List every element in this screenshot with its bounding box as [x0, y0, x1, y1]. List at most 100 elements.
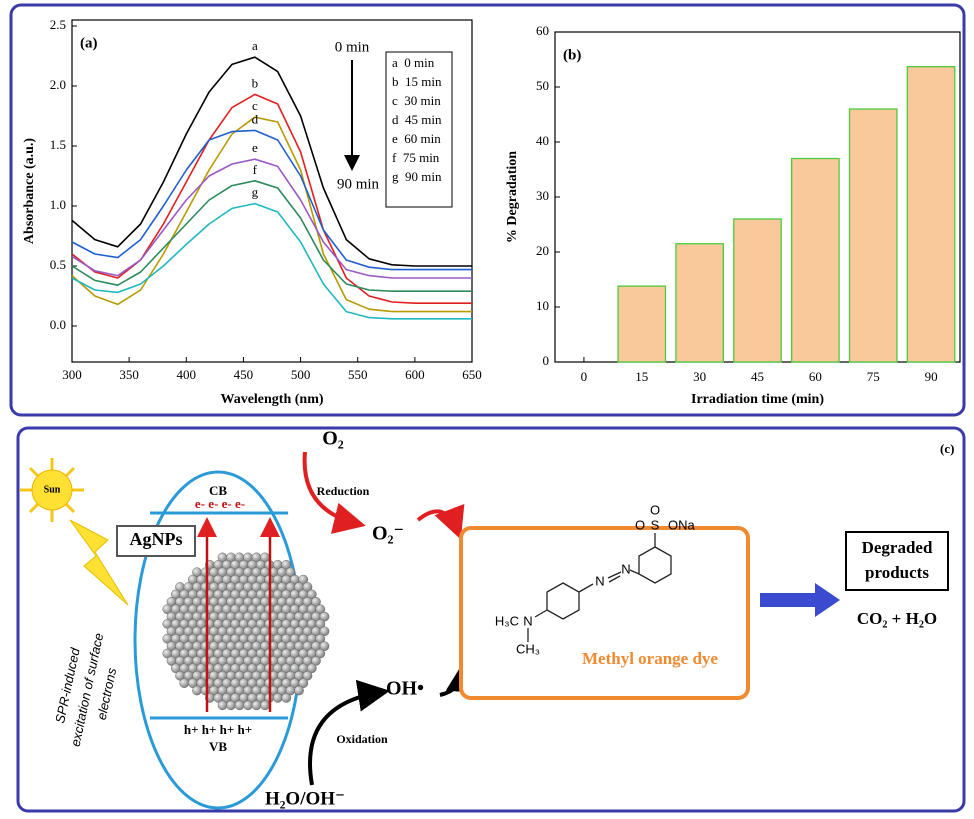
atom-sphere — [302, 670, 313, 681]
legend-entry: a 0 min — [392, 55, 435, 70]
atom-sphere — [315, 619, 326, 629]
x-tick-label: 350 — [119, 367, 139, 382]
curve-label: e — [252, 140, 258, 155]
agnps-box — [116, 525, 196, 557]
nanoparticle — [162, 552, 330, 711]
y-tick-label: 60 — [536, 23, 549, 38]
atom-sphere — [315, 604, 326, 615]
legend-entry: e 60 min — [392, 131, 441, 146]
atom: N — [595, 573, 604, 588]
products-box — [845, 531, 949, 591]
curve-label: f — [253, 162, 258, 177]
y-tick-label: 30 — [536, 188, 549, 203]
diagram: (c) Sun SPR-induced excitation of surfac… — [20, 428, 954, 810]
oxidation-arrow — [308, 679, 390, 786]
bar — [906, 66, 956, 363]
atom-sphere — [302, 582, 313, 592]
atom-sphere — [217, 700, 228, 711]
series-line — [71, 129, 472, 271]
y-tick-label: 1.0 — [50, 197, 66, 212]
atom: N — [621, 561, 630, 576]
o2-label: O₂ — [322, 428, 344, 450]
atom-sphere — [306, 589, 317, 600]
legend-entry: g 90 min — [392, 169, 442, 184]
atom-sphere — [179, 678, 190, 688]
atom-sphere — [306, 663, 317, 674]
electrons: e- e- e- e- — [195, 496, 245, 511]
charts: 0.0 0.5 1.0 1.5 2.0 2.5 (a) Wavelength (nm) Abso… — [22, 17, 961, 407]
top-panel-frame — [9, 3, 966, 417]
oxidation-label: Oxidation — [336, 732, 388, 746]
annotation: 90 min — [337, 176, 380, 192]
atom: ONa — [668, 517, 696, 532]
curve-label: g — [252, 185, 259, 200]
y-tick-label: 1.5 — [50, 137, 66, 152]
x-tick-label: 30 — [693, 369, 706, 384]
curve-label: b — [252, 75, 259, 90]
bar — [790, 157, 840, 363]
legend-entry: d 45 min — [392, 112, 442, 127]
y-tick-label: 0.0 — [50, 317, 66, 332]
atom: H₃C — [495, 613, 519, 628]
x-tick-label: 45 — [751, 369, 764, 384]
panel-label: (c) — [940, 441, 954, 456]
y-tick-label: 0.5 — [50, 257, 66, 272]
x-axis-title: Wavelength (nm) — [220, 392, 323, 407]
atom: CH₃ — [516, 641, 540, 656]
curve-label: c — [252, 98, 258, 113]
atom-sphere — [272, 693, 283, 703]
dye-box — [459, 526, 750, 700]
spr-text: SPR-induced excitation of surface electr… — [52, 632, 119, 748]
reduction-label: Reduction — [317, 484, 370, 498]
atom-sphere — [285, 567, 296, 578]
y-tick-label: 10 — [536, 298, 549, 313]
atom-sphere — [311, 597, 321, 607]
atom-sphere — [298, 574, 309, 585]
agnps-label: AgNPs — [130, 529, 183, 549]
panel-label: (b) — [563, 47, 581, 63]
y-tick-label: 2.0 — [50, 77, 66, 92]
x-axis-title: Irradiation time (min) — [691, 392, 824, 407]
x-tick-label: 0 — [581, 369, 588, 384]
bottom-panel-frame — [16, 426, 966, 813]
y-tick-label: 20 — [536, 243, 549, 258]
atom: N — [523, 613, 532, 628]
series-line — [71, 158, 472, 279]
x-tick-label: 500 — [291, 367, 311, 382]
x-tick-label: 60 — [809, 369, 822, 384]
x-tick-label: 300 — [62, 367, 82, 382]
x-tick-label: 650 — [462, 367, 482, 382]
x-tick-label: 75 — [867, 369, 880, 384]
water-label: H₂O/OH⁻ — [265, 788, 345, 809]
y-tick-label: 50 — [536, 78, 549, 93]
y-axis-title: % Degradation — [505, 151, 520, 243]
atom-sphere — [260, 700, 270, 711]
sun-label: Sun — [44, 484, 61, 495]
legend-entry: c 30 min — [392, 93, 441, 108]
sun-icon: Sun — [20, 458, 84, 522]
series-line — [71, 180, 472, 292]
atom-sphere — [315, 648, 326, 659]
panel-label: (a) — [80, 35, 98, 51]
series-line — [71, 116, 472, 313]
x-tick-label: 600 — [405, 367, 425, 382]
atom-sphere — [192, 685, 202, 696]
atom-sphere — [294, 685, 304, 696]
series-line — [71, 56, 472, 267]
curve-label: d — [252, 111, 259, 126]
dye-label: Methyl orange dye — [582, 649, 718, 668]
atom-sphere — [281, 693, 292, 703]
lightning — [69, 519, 129, 606]
atom-sphere — [311, 656, 321, 666]
legend-box — [385, 51, 453, 208]
holes: h+ h+ h+ h+ — [184, 722, 252, 737]
atom-sphere — [298, 678, 309, 688]
reduction-arrow — [302, 451, 366, 534]
x-tick-label: 400 — [177, 367, 197, 382]
bar — [733, 218, 782, 363]
atom-sphere — [226, 700, 236, 711]
y-tick-label: 2.5 — [50, 17, 66, 32]
legend-entry: f 75 min — [392, 150, 440, 165]
bar — [617, 285, 667, 363]
